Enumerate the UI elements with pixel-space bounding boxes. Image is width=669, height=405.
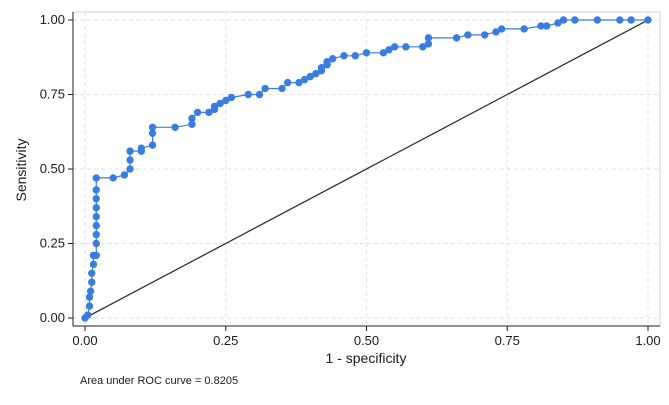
auc-note: Area under ROC curve = 0.8205	[80, 375, 238, 387]
roc-point	[85, 293, 94, 301]
roc-point	[92, 204, 100, 212]
roc-point	[126, 156, 134, 164]
roc-point	[497, 25, 506, 33]
roc-point	[188, 114, 196, 123]
roc-point	[559, 16, 568, 24]
roc-point	[216, 99, 224, 108]
roc-point	[554, 19, 562, 27]
roc-point	[644, 16, 652, 24]
roc-point	[402, 43, 410, 51]
x-tick-label: 0.25	[213, 333, 238, 348]
roc-point	[340, 52, 348, 60]
roc-point	[616, 16, 624, 24]
roc-point	[261, 84, 269, 93]
y-tick-label: 0.00	[40, 310, 65, 325]
roc-point	[86, 287, 95, 295]
roc-point	[148, 141, 157, 149]
roc-point	[385, 46, 393, 54]
reference-line-layer	[84, 19, 649, 319]
roc-point	[379, 49, 388, 57]
roc-point	[205, 108, 213, 117]
y-tick-label: 0.50	[40, 161, 65, 176]
roc-point	[481, 31, 489, 39]
roc-point	[278, 84, 286, 93]
roc-point	[193, 108, 202, 117]
x-tick-label: 0.00	[72, 333, 97, 348]
roc-point	[306, 72, 314, 81]
roc-point	[171, 123, 179, 131]
roc-point	[492, 28, 500, 36]
roc-point	[148, 123, 157, 131]
roc-point	[283, 78, 292, 87]
x-tick-label: 1.00	[635, 333, 660, 348]
roc-point	[222, 96, 230, 105]
roc-point	[85, 302, 94, 310]
roc-point	[255, 90, 264, 99]
reference-diagonal-line	[84, 19, 649, 319]
roc-point	[295, 78, 303, 87]
roc-point	[390, 43, 399, 51]
roc-point	[92, 195, 100, 203]
roc-point	[109, 174, 117, 182]
roc-point	[88, 269, 96, 277]
roc-point	[362, 49, 371, 57]
roc-curve-layer	[81, 16, 652, 322]
roc-point	[120, 171, 129, 179]
roc-point	[210, 102, 219, 111]
x-tick-label: 0.50	[354, 333, 379, 348]
roc-point	[244, 90, 252, 99]
roc-point	[92, 221, 100, 230]
roc-point	[126, 165, 134, 173]
y-tick-label: 0.25	[40, 236, 65, 251]
roc-point	[312, 69, 320, 78]
roc-point	[92, 239, 100, 248]
roc-point	[300, 75, 309, 84]
y-tick-label: 1.00	[40, 12, 65, 27]
axis-layer: 0.00 0.25 0.50 0.75 1.00 0.00 0.25 0.50 0.75 1.00	[40, 12, 661, 348]
roc-point	[92, 174, 100, 182]
roc-point	[627, 16, 635, 24]
roc-point	[329, 55, 337, 63]
label-layer: 1 - specificity Sensitivity Area under R…	[13, 138, 406, 387]
roc-point	[126, 147, 134, 155]
roc-point	[351, 52, 359, 60]
roc-point	[317, 63, 326, 72]
roc-point	[571, 16, 579, 24]
y-tick-label: 0.75	[40, 87, 65, 102]
roc-point	[520, 25, 528, 33]
roc-point	[452, 34, 461, 42]
y-axis-title: Sensitivity	[13, 138, 29, 201]
roc-point	[92, 186, 100, 194]
x-tick-label: 0.75	[495, 333, 520, 348]
roc-point	[323, 58, 331, 66]
roc-point	[84, 311, 92, 319]
roc-point	[92, 251, 100, 260]
roc-point	[227, 93, 236, 102]
x-axis-title: 1 - specificity	[326, 350, 407, 366]
roc-point	[593, 16, 602, 24]
roc-point	[419, 43, 427, 51]
roc-point	[464, 31, 472, 39]
roc-point	[542, 22, 551, 30]
roc-point	[424, 34, 433, 42]
roc-point	[88, 278, 96, 286]
roc-point	[92, 212, 100, 221]
roc-point	[92, 230, 100, 239]
roc-point	[89, 260, 98, 269]
roc-point	[137, 144, 146, 152]
